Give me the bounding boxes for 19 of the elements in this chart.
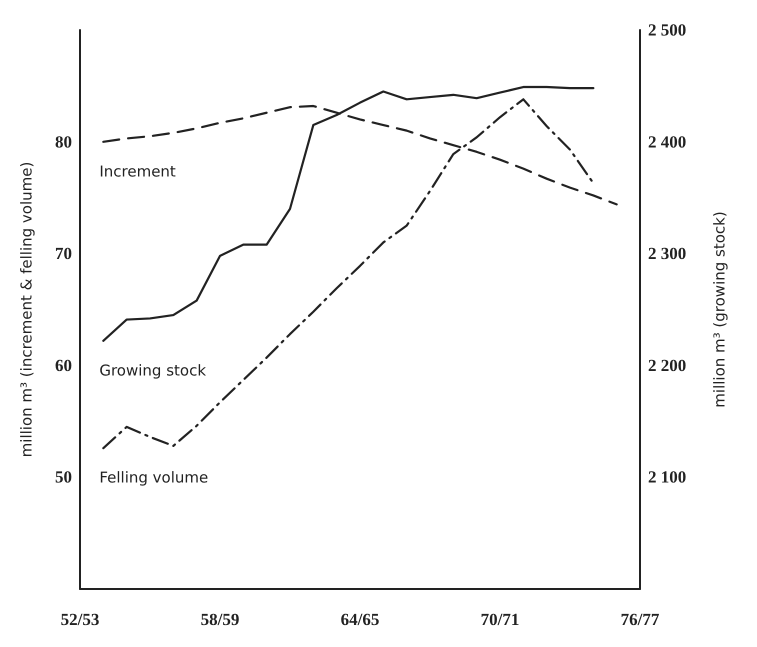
y2-axis-title: million m³ (growing stock): [710, 211, 728, 408]
x-tick-label: 52/53: [60, 610, 100, 629]
x-tick-label: 76/77: [620, 610, 660, 629]
y2-tick-label: 2 100: [648, 468, 686, 487]
series-label: Growing stock: [99, 361, 206, 380]
y2-tick-label: 2 400: [648, 132, 686, 152]
y2-tick-label: 2 300: [648, 244, 686, 264]
y-tick-label: 70: [55, 244, 72, 264]
series-label: Increment: [99, 162, 176, 180]
x-tick-label: 64/65: [340, 610, 380, 629]
x-tick-label: 70/71: [480, 610, 520, 629]
y-axis-title: million m³ (increment & felling volume): [18, 162, 36, 458]
x-tick-label: 58/59: [200, 610, 240, 629]
y-tick-label: 60: [55, 356, 72, 375]
y-tick-label: 50: [55, 468, 72, 487]
y2-tick-label: 2 500: [648, 20, 686, 40]
y-tick-label: 80: [55, 132, 72, 152]
y2-tick-label: 2 200: [648, 356, 686, 375]
series-label: Felling volume: [99, 468, 208, 487]
